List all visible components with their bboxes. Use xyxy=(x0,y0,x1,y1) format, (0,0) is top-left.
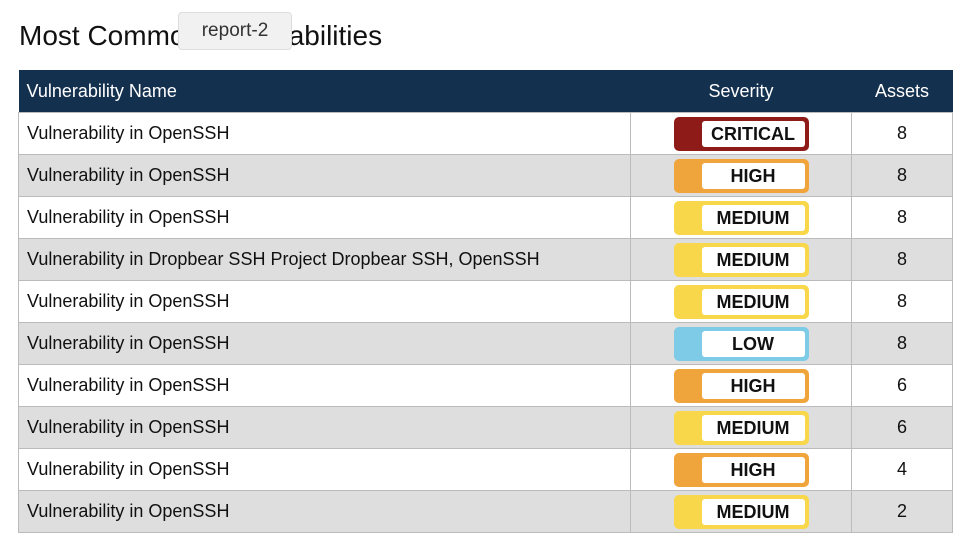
vulnerability-name: Vulnerability in OpenSSH xyxy=(18,154,631,197)
table-row[interactable]: Vulnerability in Dropbear SSH Project Dr… xyxy=(18,238,953,281)
severity-label: HIGH xyxy=(701,456,805,483)
table: Vulnerability Name Severity Assets Vulnera… xyxy=(18,70,953,533)
severity-badge: MEDIUM xyxy=(673,284,809,319)
header-row: Vulnerability Name Severity Assets xyxy=(18,70,953,113)
asset-count: 8 xyxy=(851,280,953,323)
severity-badge: LOW xyxy=(673,326,809,361)
severity-label: LOW xyxy=(701,330,805,357)
table-row[interactable]: Vulnerability in OpenSSH HIGH 6 xyxy=(18,364,953,407)
severity-cell: MEDIUM xyxy=(630,490,852,533)
column-header: Severity xyxy=(630,70,852,113)
asset-count: 6 xyxy=(851,364,953,407)
table-row[interactable]: Vulnerability in OpenSSH MEDIUM 8 xyxy=(18,196,953,239)
vulnerability-name: Vulnerability in OpenSSH xyxy=(18,364,631,407)
table-row[interactable]: Vulnerability in OpenSSH CRITICAL 8 xyxy=(18,112,953,155)
vulnerability-name: Vulnerability in OpenSSH xyxy=(18,196,631,239)
severity-cell: MEDIUM xyxy=(630,196,852,239)
severity-label: MEDIUM xyxy=(701,246,805,273)
severity-label: MEDIUM xyxy=(701,204,805,231)
vulnerability-name: Vulnerability in OpenSSH xyxy=(18,280,631,323)
asset-count: 2 xyxy=(851,490,953,533)
table-row[interactable]: Vulnerability in OpenSSH MEDIUM 2 xyxy=(18,490,953,533)
vulnerability-name: Vulnerability in OpenSSH xyxy=(18,406,631,449)
severity-badge: MEDIUM xyxy=(673,494,809,529)
severity-label: HIGH xyxy=(701,372,805,399)
severity-cell: HIGH xyxy=(630,448,852,491)
asset-count: 8 xyxy=(851,154,953,197)
severity-badge: HIGH xyxy=(673,452,809,487)
table-body: Vulnerability in OpenSSH CRITICAL 8 Vulnera… xyxy=(18,112,953,533)
severity-label: CRITICAL xyxy=(701,120,805,147)
column-header: Vulnerability Name xyxy=(18,70,631,113)
table-row[interactable]: Vulnerability in OpenSSH LOW 8 xyxy=(18,322,953,365)
asset-count: 8 xyxy=(851,238,953,281)
asset-count: 8 xyxy=(851,322,953,365)
table-row[interactable]: Vulnerability in OpenSSH MEDIUM 6 xyxy=(18,406,953,449)
vulnerability-name: Vulnerability in OpenSSH xyxy=(18,322,631,365)
severity-cell: MEDIUM xyxy=(630,238,852,281)
severity-cell: LOW xyxy=(630,322,852,365)
asset-count: 8 xyxy=(851,112,953,155)
severity-label: HIGH xyxy=(701,162,805,189)
table-row[interactable]: Vulnerability in OpenSSH HIGH 8 xyxy=(18,154,953,197)
severity-badge: HIGH xyxy=(673,158,809,193)
severity-cell: MEDIUM xyxy=(630,406,852,449)
asset-count: 4 xyxy=(851,448,953,491)
severity-badge: CRITICAL xyxy=(673,116,809,151)
vulnerability-name: Vulnerability in OpenSSH xyxy=(18,448,631,491)
severity-label: MEDIUM xyxy=(701,498,805,525)
asset-count: 8 xyxy=(851,196,953,239)
severity-badge: HIGH xyxy=(673,368,809,403)
table-row[interactable]: Vulnerability in OpenSSH HIGH 4 xyxy=(18,448,953,491)
severity-badge: MEDIUM xyxy=(673,200,809,235)
severity-badge: MEDIUM xyxy=(673,242,809,277)
vulnerability-name: Vulnerability in Dropbear SSH Project Dr… xyxy=(18,238,631,281)
severity-cell: HIGH xyxy=(630,364,852,407)
vulnerability-name: Vulnerability in OpenSSH xyxy=(18,112,631,155)
severity-label: MEDIUM xyxy=(701,288,805,315)
severity-cell: HIGH xyxy=(630,154,852,197)
table-row[interactable]: Vulnerability in OpenSSH MEDIUM 8 xyxy=(18,280,953,323)
severity-cell: CRITICAL xyxy=(630,112,852,155)
severity-cell: MEDIUM xyxy=(630,280,852,323)
vulnerability-name: Vulnerability in OpenSSH xyxy=(18,490,631,533)
column-header: Assets xyxy=(851,70,953,113)
tooltip: report-2 xyxy=(178,12,292,50)
severity-label: MEDIUM xyxy=(701,414,805,441)
asset-count: 6 xyxy=(851,406,953,449)
severity-badge: MEDIUM xyxy=(673,410,809,445)
